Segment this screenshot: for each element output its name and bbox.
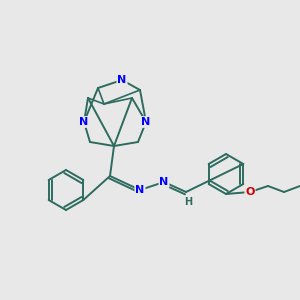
Text: H: H [184,197,192,207]
Text: N: N [141,117,151,127]
Text: O: O [245,187,255,197]
Text: N: N [80,117,88,127]
Text: N: N [135,185,145,195]
Text: N: N [159,177,169,187]
Text: N: N [117,75,127,85]
